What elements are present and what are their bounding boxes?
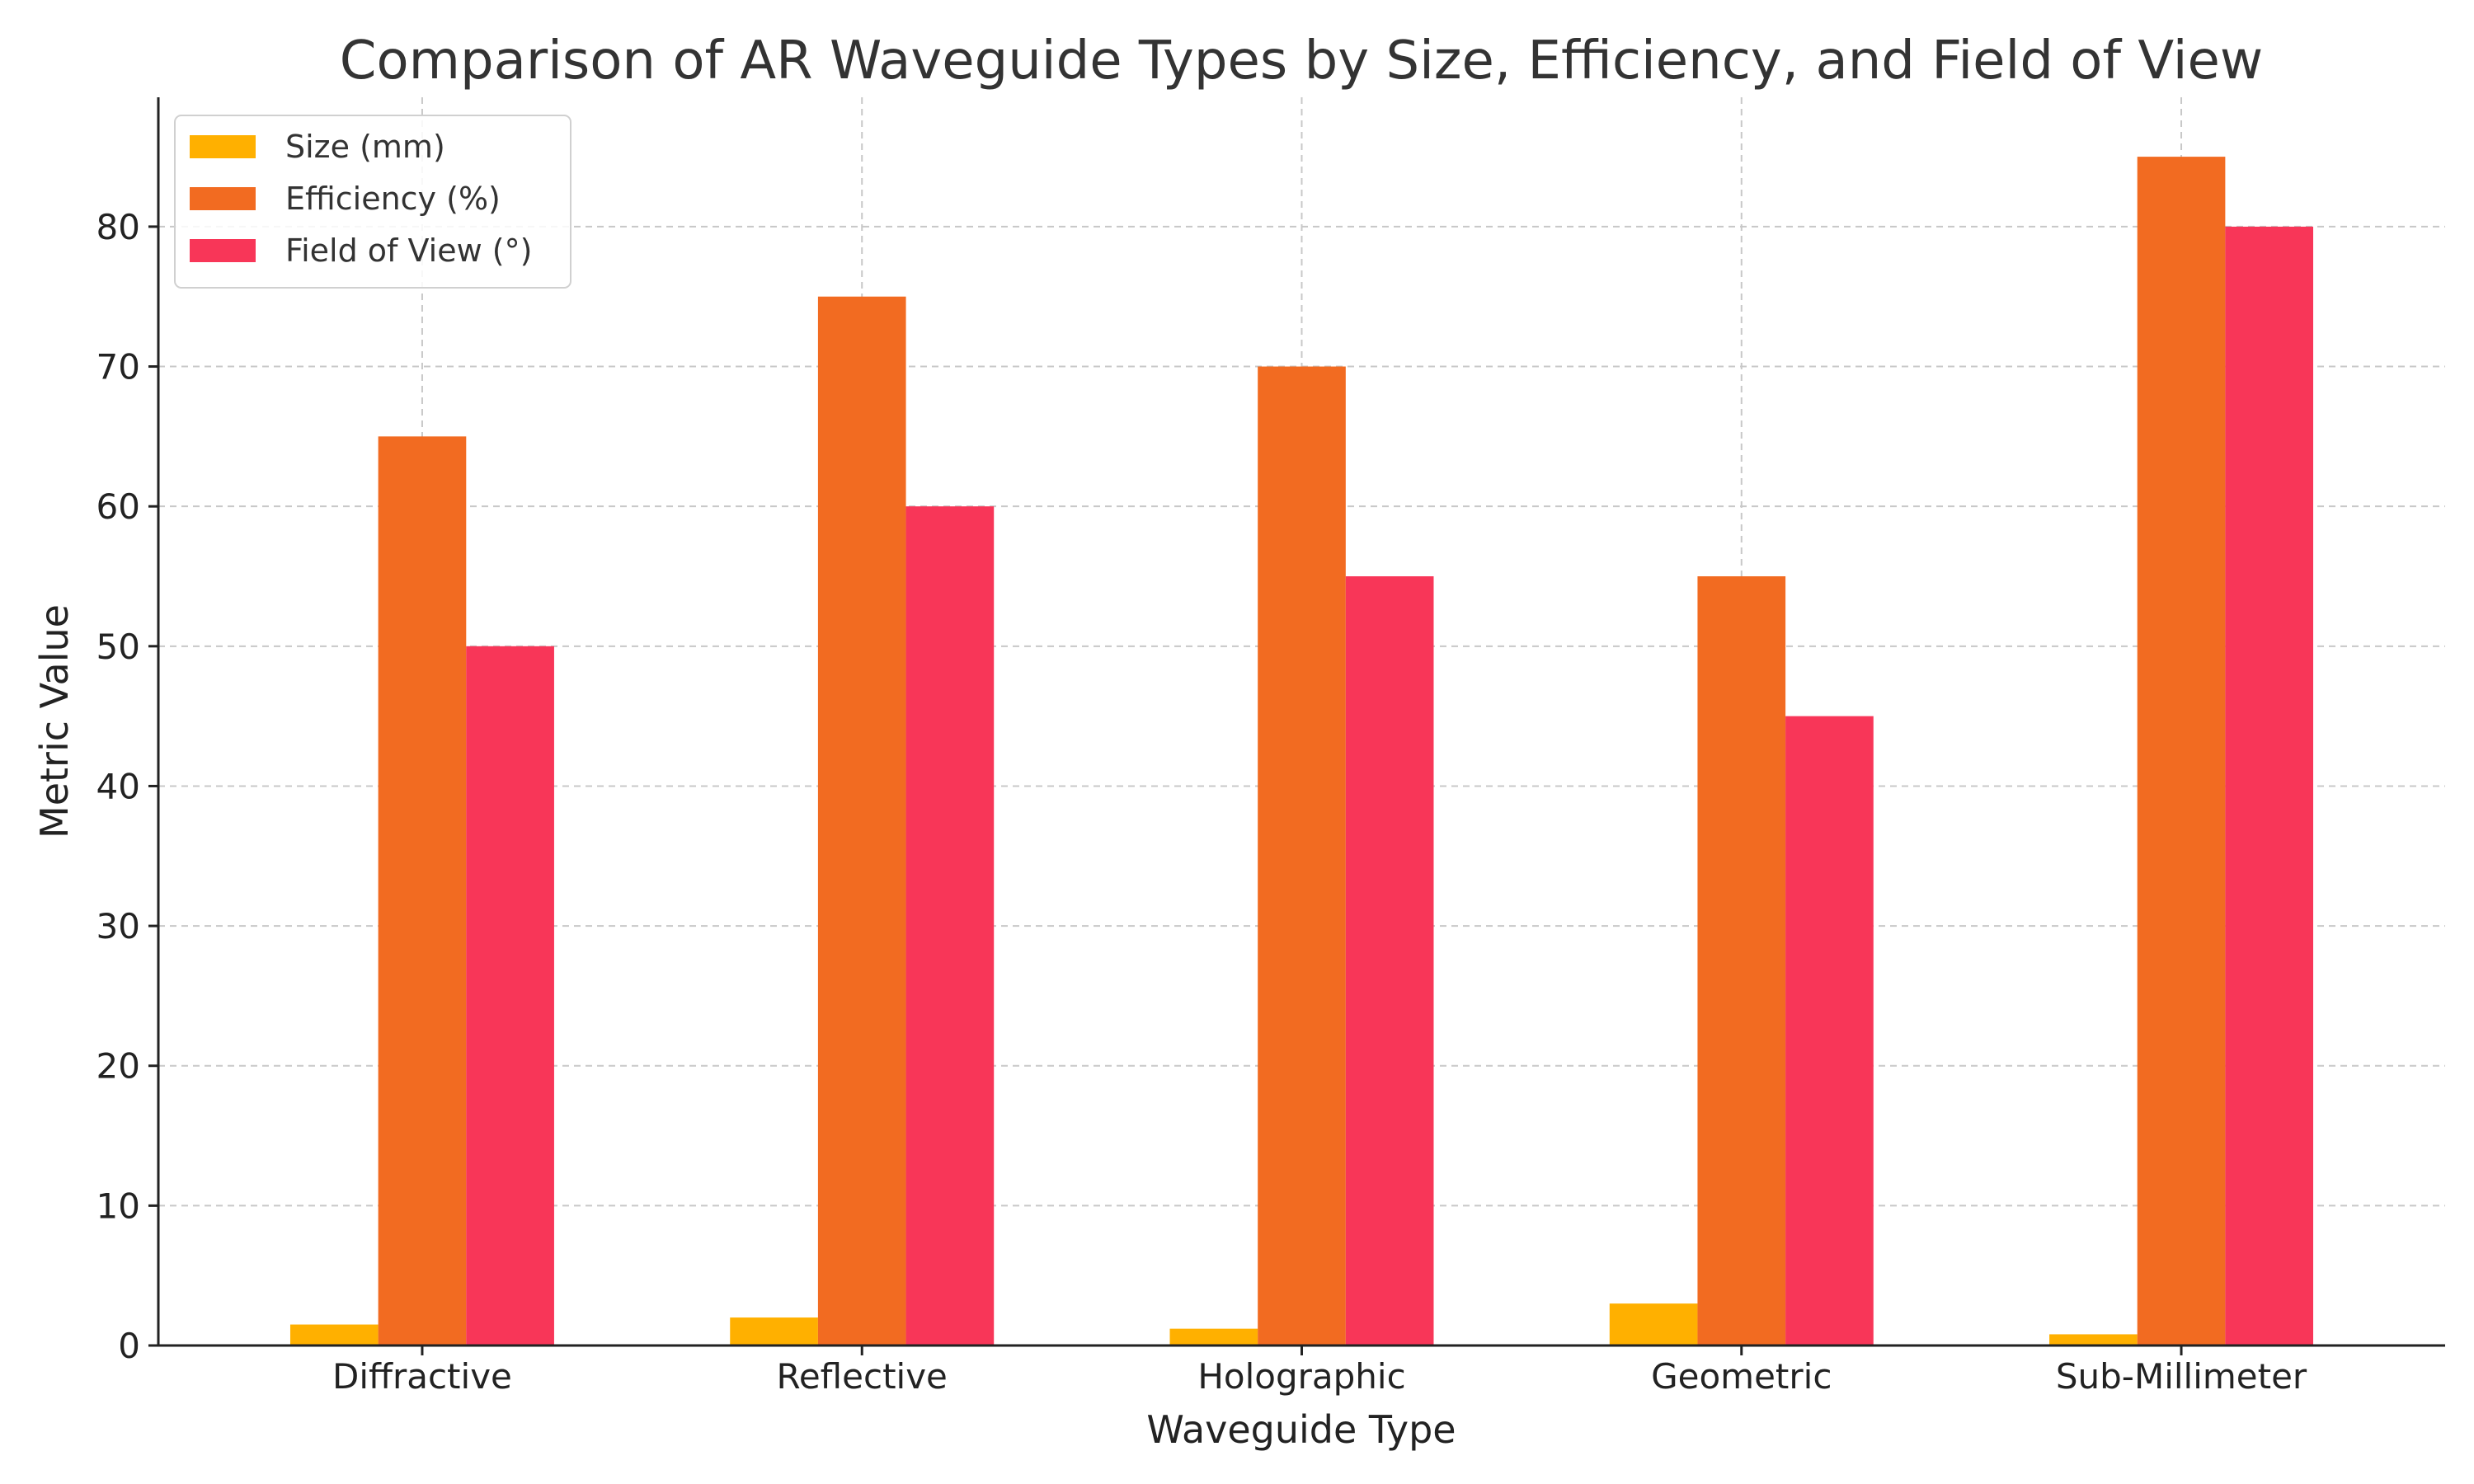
legend-box	[174, 115, 571, 289]
bar	[817, 296, 906, 1345]
bar	[2049, 1334, 2138, 1345]
bar	[730, 1317, 818, 1345]
y-tick-label: 80	[96, 207, 140, 247]
legend-label: Efficiency (%)	[285, 181, 501, 217]
y-tick-label: 40	[96, 766, 140, 806]
y-tick-label: 20	[96, 1046, 140, 1087]
chart-title: Comparison of AR Waveguide Types by Size…	[340, 31, 2263, 92]
x-tick-label: Sub-Millimeter	[2056, 1356, 2307, 1397]
y-tick-label: 0	[118, 1326, 140, 1366]
x-tick-label: Diffractive	[332, 1356, 512, 1397]
bar	[1169, 1328, 1258, 1345]
legend-swatch	[190, 135, 256, 158]
x-tick-label: Geometric	[1651, 1356, 1832, 1397]
y-axis-label: Metric Value	[32, 604, 77, 838]
bar	[905, 506, 995, 1345]
x-tick-label: Reflective	[777, 1356, 948, 1397]
y-tick-label: 70	[96, 347, 140, 387]
bar	[1609, 1303, 1698, 1345]
tick-labels: 0 10 20 30 40 50 60 70 80 Diffractive Reflective Ho…	[96, 207, 2307, 1397]
bar	[1345, 576, 1434, 1345]
y-tick-label: 60	[96, 486, 140, 527]
legend-label: Field of View (°)	[285, 232, 532, 269]
y-tick-label: 10	[96, 1186, 140, 1226]
x-tick-label: Holographic	[1197, 1356, 1405, 1397]
bar	[289, 1324, 379, 1345]
y-tick-label: 50	[96, 627, 140, 667]
legend-swatch	[190, 239, 256, 262]
x-axis-label: Waveguide Type	[1146, 1407, 1456, 1452]
bar	[466, 646, 554, 1345]
y-tick-label: 30	[96, 906, 140, 946]
bar	[1697, 576, 1786, 1345]
legend-label: Size (mm)	[285, 129, 445, 165]
legend: Size (mm) Efficiency (%) Field of View (°)	[174, 115, 571, 289]
bar	[1258, 366, 1346, 1345]
bars	[289, 157, 2314, 1346]
bar	[1785, 716, 1874, 1345]
legend-swatch	[190, 187, 256, 210]
bar	[2225, 226, 2314, 1345]
bar	[2137, 157, 2226, 1346]
bar	[378, 436, 467, 1345]
